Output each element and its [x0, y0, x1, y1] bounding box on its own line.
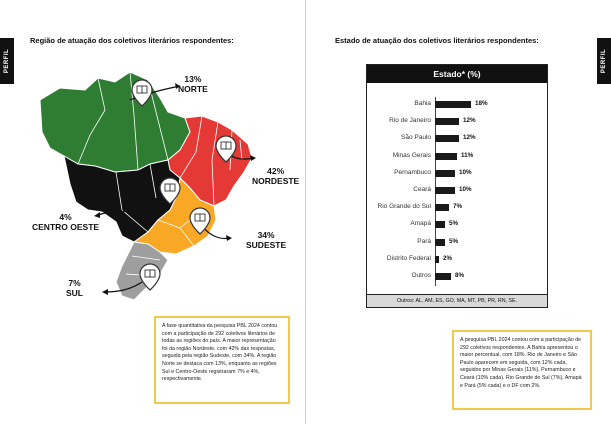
- chart-value-label: 2%: [443, 254, 453, 262]
- arrow-nordeste-head: [250, 155, 256, 161]
- pin-book-icon: [131, 79, 153, 107]
- chart-category-label: São Paulo: [401, 134, 431, 142]
- region-name: SUDESTE: [246, 240, 287, 250]
- region-name: NORDESTE: [252, 176, 300, 186]
- chart-category-label: Distrito Federal: [386, 254, 431, 262]
- chart-bar: [435, 118, 459, 126]
- state-bar-chart: Estado* (%) Bahia 18% Rio de Janeiro 12% São…: [366, 64, 548, 308]
- chart-value-label: 5%: [449, 237, 459, 245]
- chart-footnote: Outros: AL, AM, ES, GO, MA, MT, PB, PR, …: [367, 294, 547, 307]
- arrow-sul-head: [102, 289, 108, 295]
- chart-bar: [435, 204, 449, 212]
- chart-row: Distrito Federal 2%: [367, 254, 547, 264]
- region-percent: 13%: [184, 74, 202, 84]
- chart-bar: [435, 169, 455, 177]
- chart-category-label: Minas Gerais: [392, 151, 431, 159]
- chart-value-label: 12%: [463, 117, 476, 125]
- chart-row: Rio Grande do Sul 7%: [367, 202, 547, 212]
- chart-bar: [435, 238, 445, 246]
- chart-category-label: Ceará: [413, 186, 431, 193]
- section-tab-label: PERFIL: [601, 48, 607, 74]
- right-description-text: A pesquisa PBL 2024 contou com a partici…: [460, 337, 582, 389]
- arrow-centro-oeste-head: [94, 212, 100, 218]
- chart-value-label: 8%: [455, 272, 465, 279]
- pin-book-icon: [139, 263, 161, 291]
- arrow-norte-head: [175, 83, 180, 89]
- chart-value-label: 12%: [463, 134, 476, 142]
- chart-bar: [435, 152, 457, 160]
- chart-category-label: Rio de Janeiro: [389, 117, 431, 125]
- chart-category-label: Bahia: [414, 100, 431, 107]
- region-label-sudeste: 34% SUDESTE: [246, 230, 286, 250]
- section-tab-right: PERFIL: [597, 38, 611, 84]
- chart-row: Minas Gerais 11%: [367, 151, 547, 161]
- chart-row: Bahia 18%: [367, 99, 547, 109]
- left-description-box: A fase quantitativa da pesquisa PBL 2024…: [154, 316, 290, 404]
- chart-value-label: 11%: [461, 151, 474, 159]
- chart-value-label: 10%: [459, 186, 472, 193]
- region-label-sul: 7% SUL: [66, 278, 83, 298]
- chart-row: São Paulo 12%: [367, 133, 547, 143]
- region-percent: 4%: [59, 212, 72, 222]
- chart-category-label: Amapá: [410, 220, 431, 228]
- region-percent: 7%: [68, 278, 81, 288]
- chart-bar: [435, 101, 471, 108]
- region-percent: 34%: [257, 230, 275, 240]
- right-page-title: Estado de atuação dos coletivos literári…: [335, 36, 539, 45]
- chart-row: Rio de Janeiro 12%: [367, 116, 547, 126]
- arrow-sudeste-head: [226, 235, 232, 241]
- section-tab-left: PERFIL: [0, 38, 14, 84]
- chart-category-label: Rio Grande do Sul: [377, 203, 431, 211]
- chart-category-label: Outros: [411, 272, 431, 279]
- chart-row: Pará 5%: [367, 237, 547, 247]
- chart-bar: [435, 221, 445, 229]
- chart-category-label: Pará: [417, 237, 431, 245]
- chart-value-label: 10%: [459, 168, 472, 176]
- brazil-regions-map: [39, 71, 256, 301]
- chart-bar: [435, 273, 451, 280]
- chart-bars: Bahia 18% Rio de Janeiro 12% São Paulo 12% Min…: [367, 65, 547, 295]
- left-page-title: Região de atuação dos coletivos literári…: [30, 36, 234, 45]
- section-tab-label: PERFIL: [4, 48, 10, 74]
- chart-row: Amapá 5%: [367, 219, 547, 229]
- chart-row: Ceará 10%: [367, 185, 547, 195]
- left-description-text: A fase quantitativa da pesquisa PBL 2024…: [162, 323, 278, 383]
- pin-book-icon: [215, 135, 237, 163]
- region-percent: 42%: [267, 166, 285, 176]
- chart-value-label: 5%: [449, 220, 459, 228]
- region-name: SUL: [66, 288, 83, 298]
- chart-category-label: Pernambuco: [394, 168, 431, 176]
- pin-book-icon: [159, 177, 181, 205]
- region-name: NORTE: [178, 84, 208, 94]
- region-name: CENTRO OESTE: [32, 222, 100, 232]
- chart-row: Pernambuco 10%: [367, 168, 547, 178]
- chart-value-label: 18%: [475, 100, 488, 107]
- chart-value-label: 7%: [453, 203, 463, 211]
- region-sudeste-shape: [132, 176, 217, 255]
- region-label-centro-oeste: 4% CENTRO OESTE: [32, 212, 99, 232]
- right-description-box: A pesquisa PBL 2024 contou com a partici…: [452, 330, 592, 410]
- pin-book-icon: [189, 207, 211, 235]
- region-label-norte: 13% NORTE: [178, 74, 208, 94]
- chart-row: Outros 8%: [367, 271, 547, 281]
- page-divider: [305, 0, 306, 424]
- chart-title: Estado* (%): [367, 65, 547, 83]
- chart-bar: [435, 187, 455, 194]
- chart-bar: [435, 135, 459, 143]
- region-label-nordeste: 42% NORDESTE: [252, 166, 299, 186]
- chart-bar: [435, 255, 439, 263]
